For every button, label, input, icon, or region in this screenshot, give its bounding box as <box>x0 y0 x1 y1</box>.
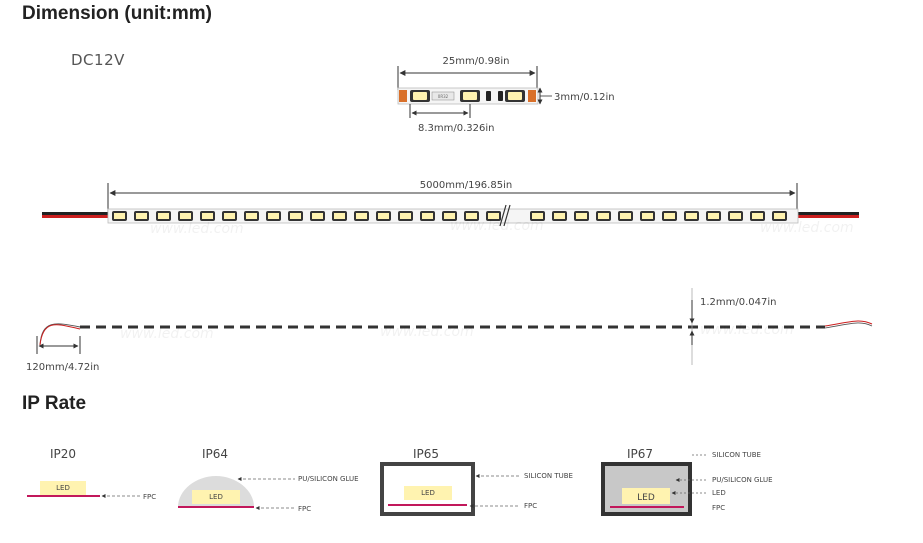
strip-led-face <box>290 213 301 219</box>
strip-led-face <box>136 213 147 219</box>
segment-closeup: 25mm/0.98in 0R32 3mm/0.12in 8.3mm/0.326i… <box>397 56 615 134</box>
svg-text:www.led.com: www.led.com <box>150 221 244 237</box>
strip-led-face <box>378 213 389 219</box>
strip-led-face <box>158 213 169 219</box>
strip-led-face <box>598 213 609 219</box>
strip-led-face <box>708 213 719 219</box>
strip-led-face <box>444 213 455 219</box>
strip-led-face <box>312 213 323 219</box>
strip-led-face <box>774 213 785 219</box>
svg-text:www.led.com: www.led.com <box>450 218 544 234</box>
ip65-tube: SILICON TUBE <box>524 472 573 480</box>
ip64-fpc: FPC <box>298 505 311 513</box>
ip64-led: LED <box>209 493 223 501</box>
svg-text:www.led.com: www.led.com <box>380 324 474 340</box>
strip-break-mark <box>499 204 511 227</box>
strip-led-face <box>114 213 125 219</box>
strip-led-face <box>752 213 763 219</box>
ip-rate-heading: IP Rate <box>22 393 87 414</box>
ip65-diagram: IP65 LED SILICON TUBE FPC <box>380 447 573 516</box>
ip64-title: IP64 <box>202 447 228 461</box>
ip65-led: LED <box>421 489 435 497</box>
strip-led-face <box>532 213 543 219</box>
ip67-diagram: IP67 LED SILICON TUBE PU/SILICON GLUE LE… <box>601 447 773 516</box>
segment-height-label: 3mm/0.12in <box>554 92 615 103</box>
ip64-glue: PU/SILICON GLUE <box>298 475 359 483</box>
strip-led-face <box>180 213 191 219</box>
ip65-fpc: FPC <box>524 502 537 510</box>
strip-led-face <box>246 213 257 219</box>
segment-length-label: 25mm/0.98in <box>443 56 510 67</box>
svg-text:0R32: 0R32 <box>438 94 449 99</box>
wire-length-label: 120mm/4.72in <box>26 362 99 373</box>
ip20-led: LED <box>56 484 70 492</box>
ip64-diagram: IP64 LED PU/SILICON GLUE FPC <box>178 447 359 513</box>
ip67-title: IP67 <box>627 447 653 461</box>
ip20-title: IP20 <box>50 447 76 461</box>
strip-led-face <box>356 213 367 219</box>
strip-led-face <box>202 213 213 219</box>
side-view: www.led.com www.led.com www.led.com 1.2m… <box>26 288 873 373</box>
segment-pitch-label: 8.3mm/0.326in <box>418 123 495 134</box>
ip20-fpc: FPC <box>143 493 156 501</box>
strip-led-face <box>576 213 587 219</box>
svg-text:www.led.com: www.led.com <box>700 322 794 338</box>
strip-led-face <box>422 213 433 219</box>
strip-led-face <box>642 213 653 219</box>
voltage-label: DC12V <box>71 51 125 69</box>
ip67-led: LED <box>637 493 655 503</box>
strip-led-face <box>664 213 675 219</box>
ip67-tube: SILICON TUBE <box>712 451 761 459</box>
strip-led-face <box>400 213 411 219</box>
full-strip: 5000mm/196.85in www.led.com www.led.com … <box>42 180 859 237</box>
ip67-led-label: LED <box>712 489 726 497</box>
strip-led-face <box>224 213 235 219</box>
strip-led-face <box>554 213 565 219</box>
ip67-fpc: FPC <box>712 504 725 512</box>
strip-led-face <box>268 213 279 219</box>
thickness-label: 1.2mm/0.047in <box>700 297 777 308</box>
strip-led-face <box>466 213 477 219</box>
svg-text:www.led.com: www.led.com <box>120 326 214 342</box>
ip65-title: IP65 <box>413 447 439 461</box>
strip-led-face <box>620 213 631 219</box>
strip-length-label: 5000mm/196.85in <box>420 180 512 191</box>
strip-led-face <box>730 213 741 219</box>
strip-led-face <box>334 213 345 219</box>
ip20-diagram: IP20 LED FPC <box>27 447 156 501</box>
dimension-heading: Dimension (unit:mm) <box>22 3 212 24</box>
svg-text:www.led.com: www.led.com <box>760 220 854 236</box>
strip-led-face <box>488 213 499 219</box>
ip67-glue: PU/SILICON GLUE <box>712 476 773 484</box>
strip-led-face <box>686 213 697 219</box>
